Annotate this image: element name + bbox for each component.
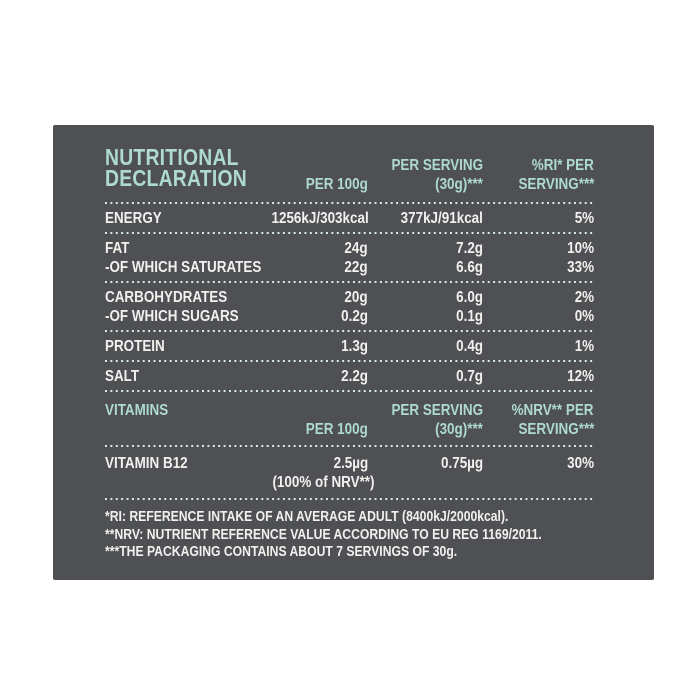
row-label: VITAMIN B12: [105, 455, 188, 472]
value-per-serving: 0.7g: [456, 368, 483, 385]
row-label: SALT: [105, 368, 140, 385]
value-ri-percent: 2% 0%: [574, 289, 594, 325]
dotted-divider: [105, 390, 594, 393]
value-nrv-percent: 30%: [567, 455, 594, 472]
table-row-energy: ENERGY 1256kJ/303kcal 377kJ/91kcal 5%: [105, 205, 594, 232]
per-100g-note: (100% of NRV**): [272, 474, 375, 491]
table-row-protein: PROTEIN 1.3g 0.4g 1%: [105, 333, 594, 360]
value-per-serving: 0.75µg: [440, 455, 483, 472]
value-ri-percent: 10% 33%: [567, 240, 594, 276]
value-ri-percent: 1%: [574, 338, 594, 355]
column-header-per-serving: PER SERVING (30g)***: [391, 402, 483, 438]
value-per-100g: 1256kJ/303kcal: [271, 210, 369, 227]
dotted-divider: [105, 360, 594, 363]
dotted-divider: [105, 232, 594, 235]
table-row-carbohydrates-group: CARBOHYDRATES -OF WHICH SUGARS 20g 0.2g …: [105, 284, 594, 330]
footnote-nrv: **NRV: NUTRIENT REFERENCE VALUE ACCORDIN…: [105, 526, 542, 543]
value-per-100g: 2.2g: [341, 368, 368, 385]
column-header-per-100g: PER 100g: [305, 421, 368, 438]
table-row-fat-group: FAT -OF WHICH SATURATES 24g 22g 7.2g 6.6…: [105, 235, 594, 281]
dotted-divider: [105, 330, 594, 333]
value-ri-percent: 12%: [567, 368, 594, 385]
row-label: PROTEIN: [105, 338, 165, 355]
value-per-100g: 2.5µg (100% of NRV**): [272, 455, 375, 491]
value-per-serving: 377kJ/91kcal: [400, 210, 483, 227]
table-row-salt: SALT 2.2g 0.7g 12%: [105, 363, 594, 390]
column-header-ri-per-serving: %RI* PER SERVING***: [518, 157, 594, 193]
nutrition-label-panel: NUTRITIONAL DECLARATION PER 100g PER SER…: [53, 125, 654, 580]
row-label: FAT -OF WHICH SATURATES: [105, 240, 262, 276]
footnote-servings: ***THE PACKAGING CONTAINS ABOUT 7 SERVIN…: [105, 544, 458, 560]
row-label: ENERGY: [105, 210, 162, 227]
value-per-serving: 0.4g: [456, 338, 483, 355]
vitamins-section-header: VITAMINS PER 100g PER SERVING (30g)*** %…: [105, 401, 594, 439]
main-table-header: NUTRITIONAL DECLARATION PER 100g PER SER…: [105, 144, 594, 194]
value-per-100g: 20g 0.2g: [341, 289, 368, 325]
footnote-ri: *RI: REFERENCE INTAKE OF AN AVERAGE ADUL…: [105, 509, 509, 525]
table-row-vitamin-b12: VITAMIN B12 2.5µg (100% of NRV**) 0.75µg…: [105, 448, 594, 498]
column-header-per-serving: PER SERVING (30g)***: [391, 157, 483, 193]
column-header-per-100g: PER 100g: [305, 176, 368, 193]
dotted-divider: [105, 202, 594, 205]
value-per-serving: 7.2g 6.6g: [456, 240, 483, 276]
title-line1: NUTRITIONAL: [105, 144, 239, 170]
value-ri-percent: 5%: [574, 210, 594, 227]
title-line2: DECLARATION: [105, 165, 247, 191]
value-per-serving: 6.0g 0.1g: [456, 289, 483, 325]
column-header-nrv-per-serving: %NRV** PER SERVING***: [512, 402, 594, 438]
dotted-divider: [105, 281, 594, 284]
footnotes: *RI: REFERENCE INTAKE OF AN AVERAGE ADUL…: [105, 509, 594, 562]
vitamins-section-title: VITAMINS: [105, 402, 169, 419]
row-label: CARBOHYDRATES -OF WHICH SUGARS: [105, 289, 239, 325]
value-per-100g: 1.3g: [341, 338, 368, 355]
page-title: NUTRITIONAL DECLARATION: [105, 144, 253, 191]
value-per-100g: 24g 22g: [344, 240, 368, 276]
dotted-divider: [105, 498, 594, 501]
dotted-divider: [105, 445, 594, 448]
